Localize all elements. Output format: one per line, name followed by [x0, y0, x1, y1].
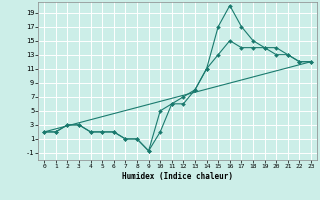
X-axis label: Humidex (Indice chaleur): Humidex (Indice chaleur)	[122, 172, 233, 181]
